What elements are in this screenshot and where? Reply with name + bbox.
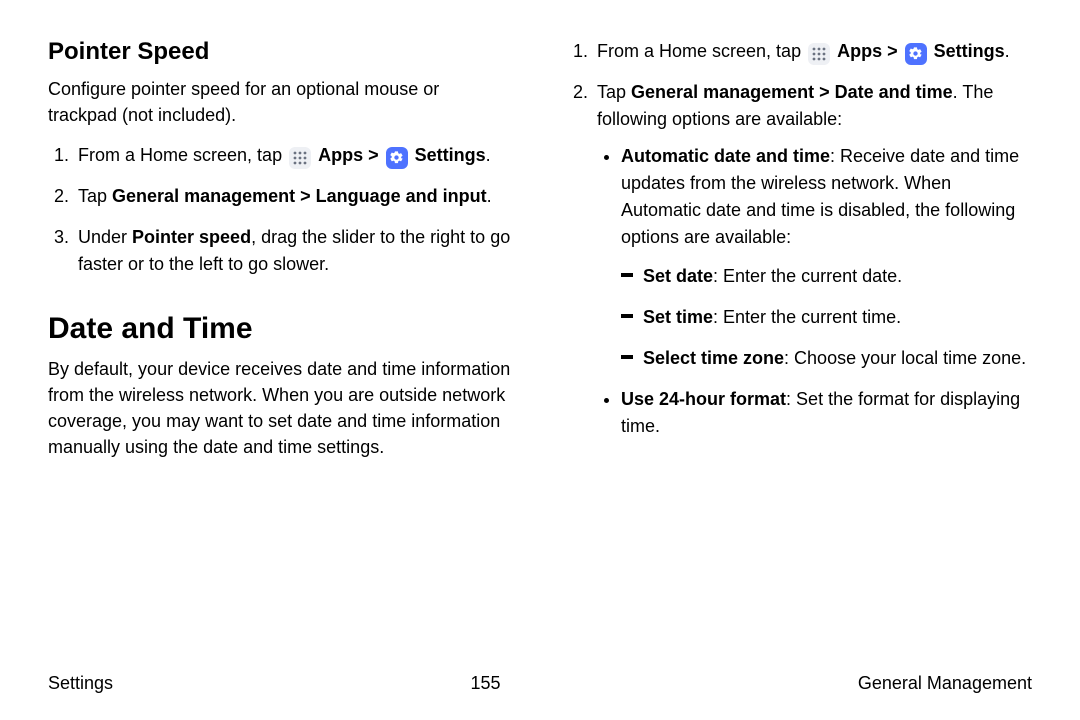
page-footer: Settings 155 General Management bbox=[48, 673, 1032, 694]
dash-bold: Set time bbox=[643, 307, 713, 327]
footer-page-number: 155 bbox=[470, 673, 500, 694]
date-time-intro: By default, your device receives date an… bbox=[48, 356, 513, 460]
settings-label: Settings bbox=[934, 41, 1005, 61]
date-time-steps: From a Home screen, tap Apps > Settings.… bbox=[567, 38, 1032, 440]
step-text: Under bbox=[78, 227, 132, 247]
date-time-heading: Date and Time bbox=[48, 312, 513, 346]
dash-bold: Select time zone bbox=[643, 348, 784, 368]
step-bold: General management > Language and input bbox=[112, 186, 487, 206]
bullet-bold: Automatic date and time bbox=[621, 146, 830, 166]
chevron-icon: > bbox=[368, 145, 379, 165]
dash-bold: Set date bbox=[643, 266, 713, 286]
footer-right: General Management bbox=[858, 673, 1032, 694]
apps-icon bbox=[808, 43, 830, 65]
step-item: Under Pointer speed, drag the slider to … bbox=[74, 224, 513, 278]
step-text: Tap bbox=[597, 82, 631, 102]
apps-icon bbox=[289, 147, 311, 169]
step-text: Tap bbox=[78, 186, 112, 206]
settings-icon bbox=[905, 43, 927, 65]
chevron-icon: > bbox=[887, 41, 898, 61]
bullet-bold: Use 24-hour format bbox=[621, 389, 786, 409]
step-bold: General management > Date and time bbox=[631, 82, 953, 102]
step-text: From a Home screen, tap bbox=[78, 145, 287, 165]
pointer-speed-steps: From a Home screen, tap Apps > Settings.… bbox=[48, 142, 513, 278]
settings-icon bbox=[386, 147, 408, 169]
step-item: From a Home screen, tap Apps > Settings. bbox=[74, 142, 513, 169]
apps-label: Apps bbox=[318, 145, 363, 165]
period: . bbox=[487, 186, 492, 206]
period: . bbox=[1005, 41, 1010, 61]
step-bold: Pointer speed bbox=[132, 227, 251, 247]
step-text: From a Home screen, tap bbox=[597, 41, 806, 61]
pointer-speed-intro: Configure pointer speed for an optional … bbox=[48, 76, 513, 128]
apps-label: Apps bbox=[837, 41, 882, 61]
right-column: From a Home screen, tap Apps > Settings.… bbox=[567, 38, 1032, 475]
step-item: From a Home screen, tap Apps > Settings. bbox=[593, 38, 1032, 65]
sub-options-dashes: Set date: Enter the current date. Set ti… bbox=[621, 263, 1032, 372]
footer-left: Settings bbox=[48, 673, 113, 694]
dash-post: : Choose your local time zone. bbox=[784, 348, 1026, 368]
dash-item: Select time zone: Choose your local time… bbox=[621, 345, 1032, 372]
settings-label: Settings bbox=[415, 145, 486, 165]
step-item: Tap General management > Language and in… bbox=[74, 183, 513, 210]
bullet-item: Use 24-hour format: Set the format for d… bbox=[621, 386, 1032, 440]
bullet-item: Automatic date and time: Receive date an… bbox=[621, 143, 1032, 372]
dash-item: Set time: Enter the current time. bbox=[621, 304, 1032, 331]
pointer-speed-heading: Pointer Speed bbox=[48, 38, 513, 66]
period: . bbox=[486, 145, 491, 165]
options-bullets: Automatic date and time: Receive date an… bbox=[597, 143, 1032, 440]
dash-post: : Enter the current date. bbox=[713, 266, 902, 286]
dash-post: : Enter the current time. bbox=[713, 307, 901, 327]
dash-item: Set date: Enter the current date. bbox=[621, 263, 1032, 290]
step-item: Tap General management > Date and time. … bbox=[593, 79, 1032, 440]
left-column: Pointer Speed Configure pointer speed fo… bbox=[48, 38, 513, 475]
